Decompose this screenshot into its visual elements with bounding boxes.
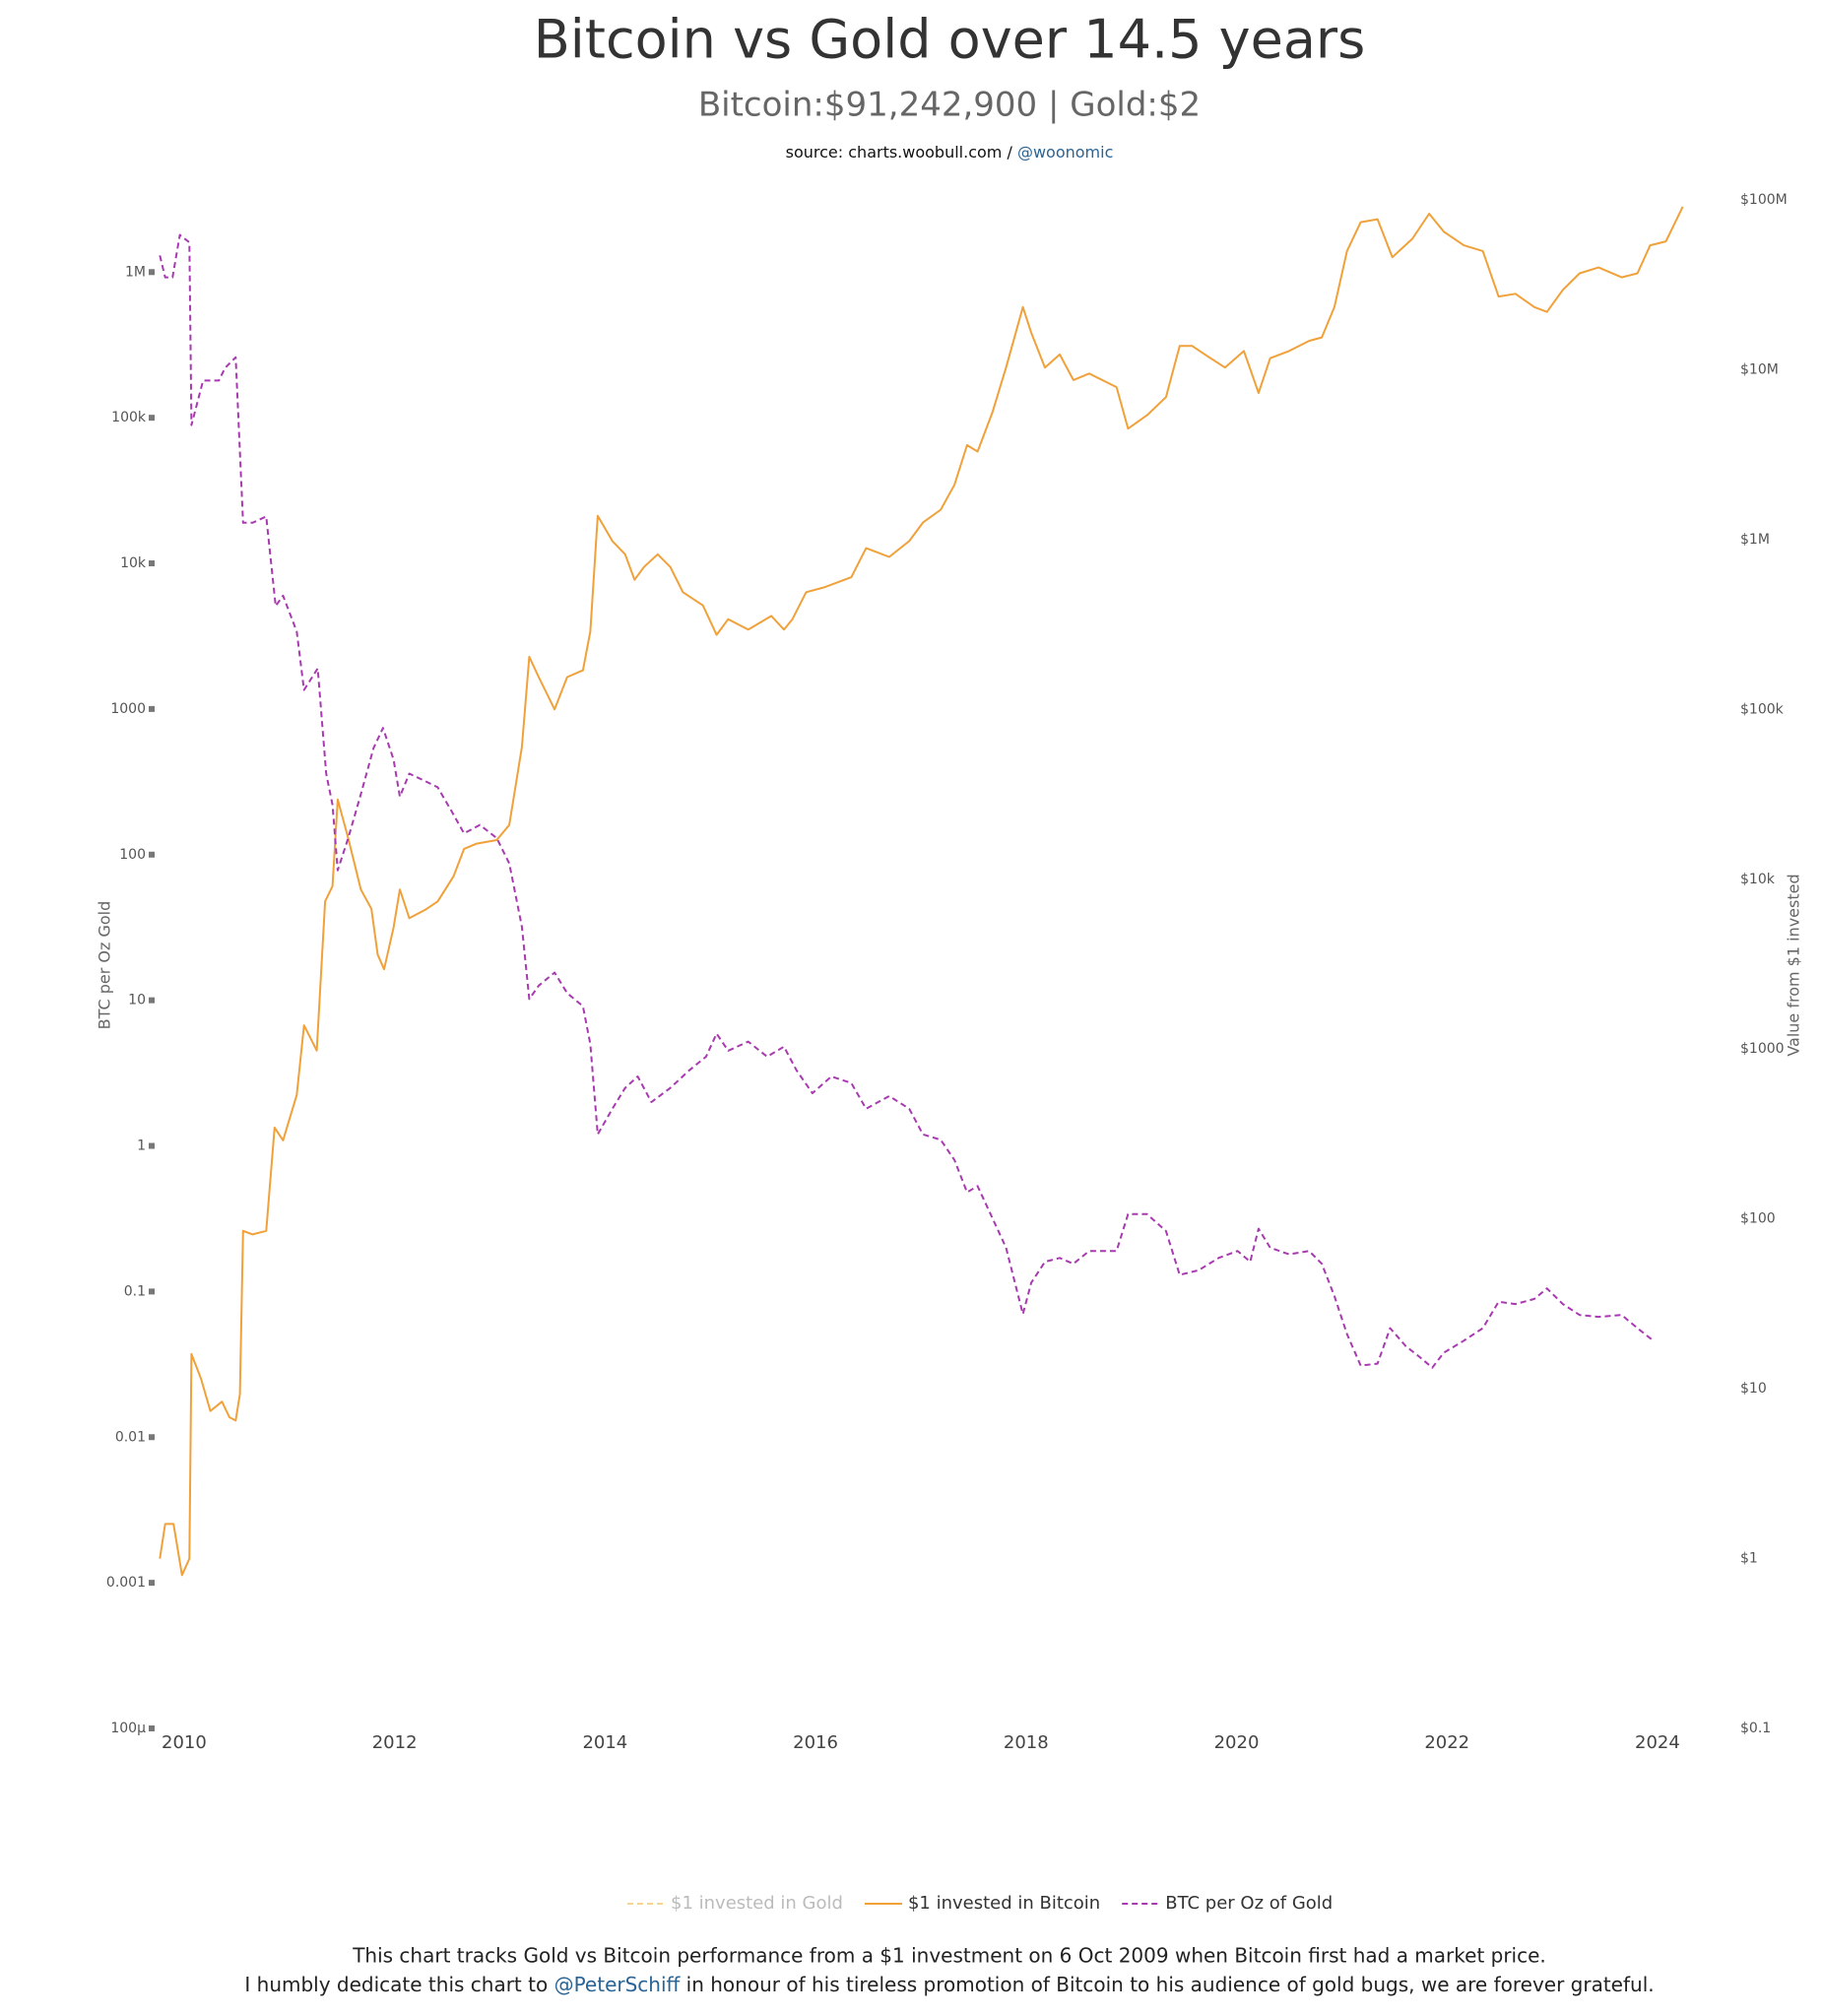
y-tick-mark xyxy=(149,851,155,858)
y-tick-mark xyxy=(149,1142,155,1149)
footnote-text: I humbly dedicate this chart to xyxy=(244,1973,553,1996)
y2-tick-label: $0.1 xyxy=(1740,1721,1771,1736)
x-tick-label: 2024 xyxy=(1635,1732,1680,1753)
y-tick-mark xyxy=(149,1288,155,1295)
legend-label[interactable]: BTC per Oz of Gold xyxy=(1165,1893,1333,1914)
y2-tick-label: $1M xyxy=(1740,532,1770,548)
y-tick-label: 100 xyxy=(119,847,146,863)
y-tick-label: 1000 xyxy=(110,701,146,717)
footnote-line: I humbly dedicate this chart to @PeterSc… xyxy=(244,1973,1654,1996)
x-tick-label: 2022 xyxy=(1424,1732,1469,1753)
y2-tick-label: $10M xyxy=(1740,361,1779,377)
footnote-line: This chart tracks Gold vs Bitcoin perfor… xyxy=(352,1944,1546,1968)
y-tick-label: 1 xyxy=(137,1138,146,1154)
source-handle[interactable]: @woonomic xyxy=(1017,143,1113,162)
y-tick-label: 0.01 xyxy=(115,1429,146,1445)
x-tick-label: 2020 xyxy=(1214,1732,1260,1753)
y-axis-title: BTC per Oz Gold xyxy=(96,901,114,1030)
x-tick-label: 2010 xyxy=(162,1732,207,1753)
y2-tick-label: $1000 xyxy=(1740,1041,1785,1057)
y2-tick-label: $100k xyxy=(1740,701,1785,717)
y2-tick-label: $1 xyxy=(1740,1551,1758,1567)
y-tick-mark xyxy=(149,1725,155,1731)
x-tick-label: 2018 xyxy=(1004,1732,1049,1753)
y2-tick-label: $100M xyxy=(1740,192,1788,208)
y-tick-mark xyxy=(149,415,155,422)
y2-tick-label: $100 xyxy=(1740,1211,1776,1227)
footnote-text: in honour of his tireless promotion of B… xyxy=(680,1973,1654,1996)
y-tick-label: 100k xyxy=(111,410,147,425)
chart-subtitle: Bitcoin:$91,242,900 | Gold:$2 xyxy=(698,86,1201,125)
y2-tick-label: $10k xyxy=(1740,872,1776,887)
source-text: source: charts.woobull.com / xyxy=(786,143,1017,162)
chart-title: Bitcoin vs Gold over 14.5 years xyxy=(534,9,1366,71)
series-line xyxy=(159,233,1655,1369)
y-tick-mark xyxy=(149,997,155,1004)
x-tick-label: 2012 xyxy=(372,1732,418,1753)
legend-label[interactable]: $1 invested in Gold xyxy=(671,1893,843,1914)
source: source: charts.woobull.com / @woonomic xyxy=(786,143,1114,162)
y-tick-label: 0.001 xyxy=(106,1575,146,1591)
y-tick-label: 1M xyxy=(125,264,146,280)
y-tick-label: 0.1 xyxy=(124,1283,146,1299)
x-tick-label: 2014 xyxy=(582,1732,627,1753)
y-tick-mark xyxy=(149,1434,155,1441)
y-tick-label: 100µ xyxy=(110,1721,146,1736)
footnote-handle[interactable]: @PeterSchiff xyxy=(554,1973,682,1996)
y-tick-mark xyxy=(149,705,155,712)
x-tick-label: 2016 xyxy=(793,1732,838,1753)
y-tick-mark xyxy=(149,1580,155,1587)
y2-tick-label: $10 xyxy=(1740,1381,1767,1397)
y-tick-mark xyxy=(149,560,155,567)
legend-label[interactable]: $1 invested in Bitcoin xyxy=(908,1893,1100,1914)
y2-axis-title: Value from $1 invested xyxy=(1785,874,1803,1056)
y-tick-label: 10k xyxy=(120,555,147,571)
y-tick-mark xyxy=(149,269,155,276)
y-tick-label: 10 xyxy=(128,993,146,1008)
series-line xyxy=(159,206,1684,1577)
